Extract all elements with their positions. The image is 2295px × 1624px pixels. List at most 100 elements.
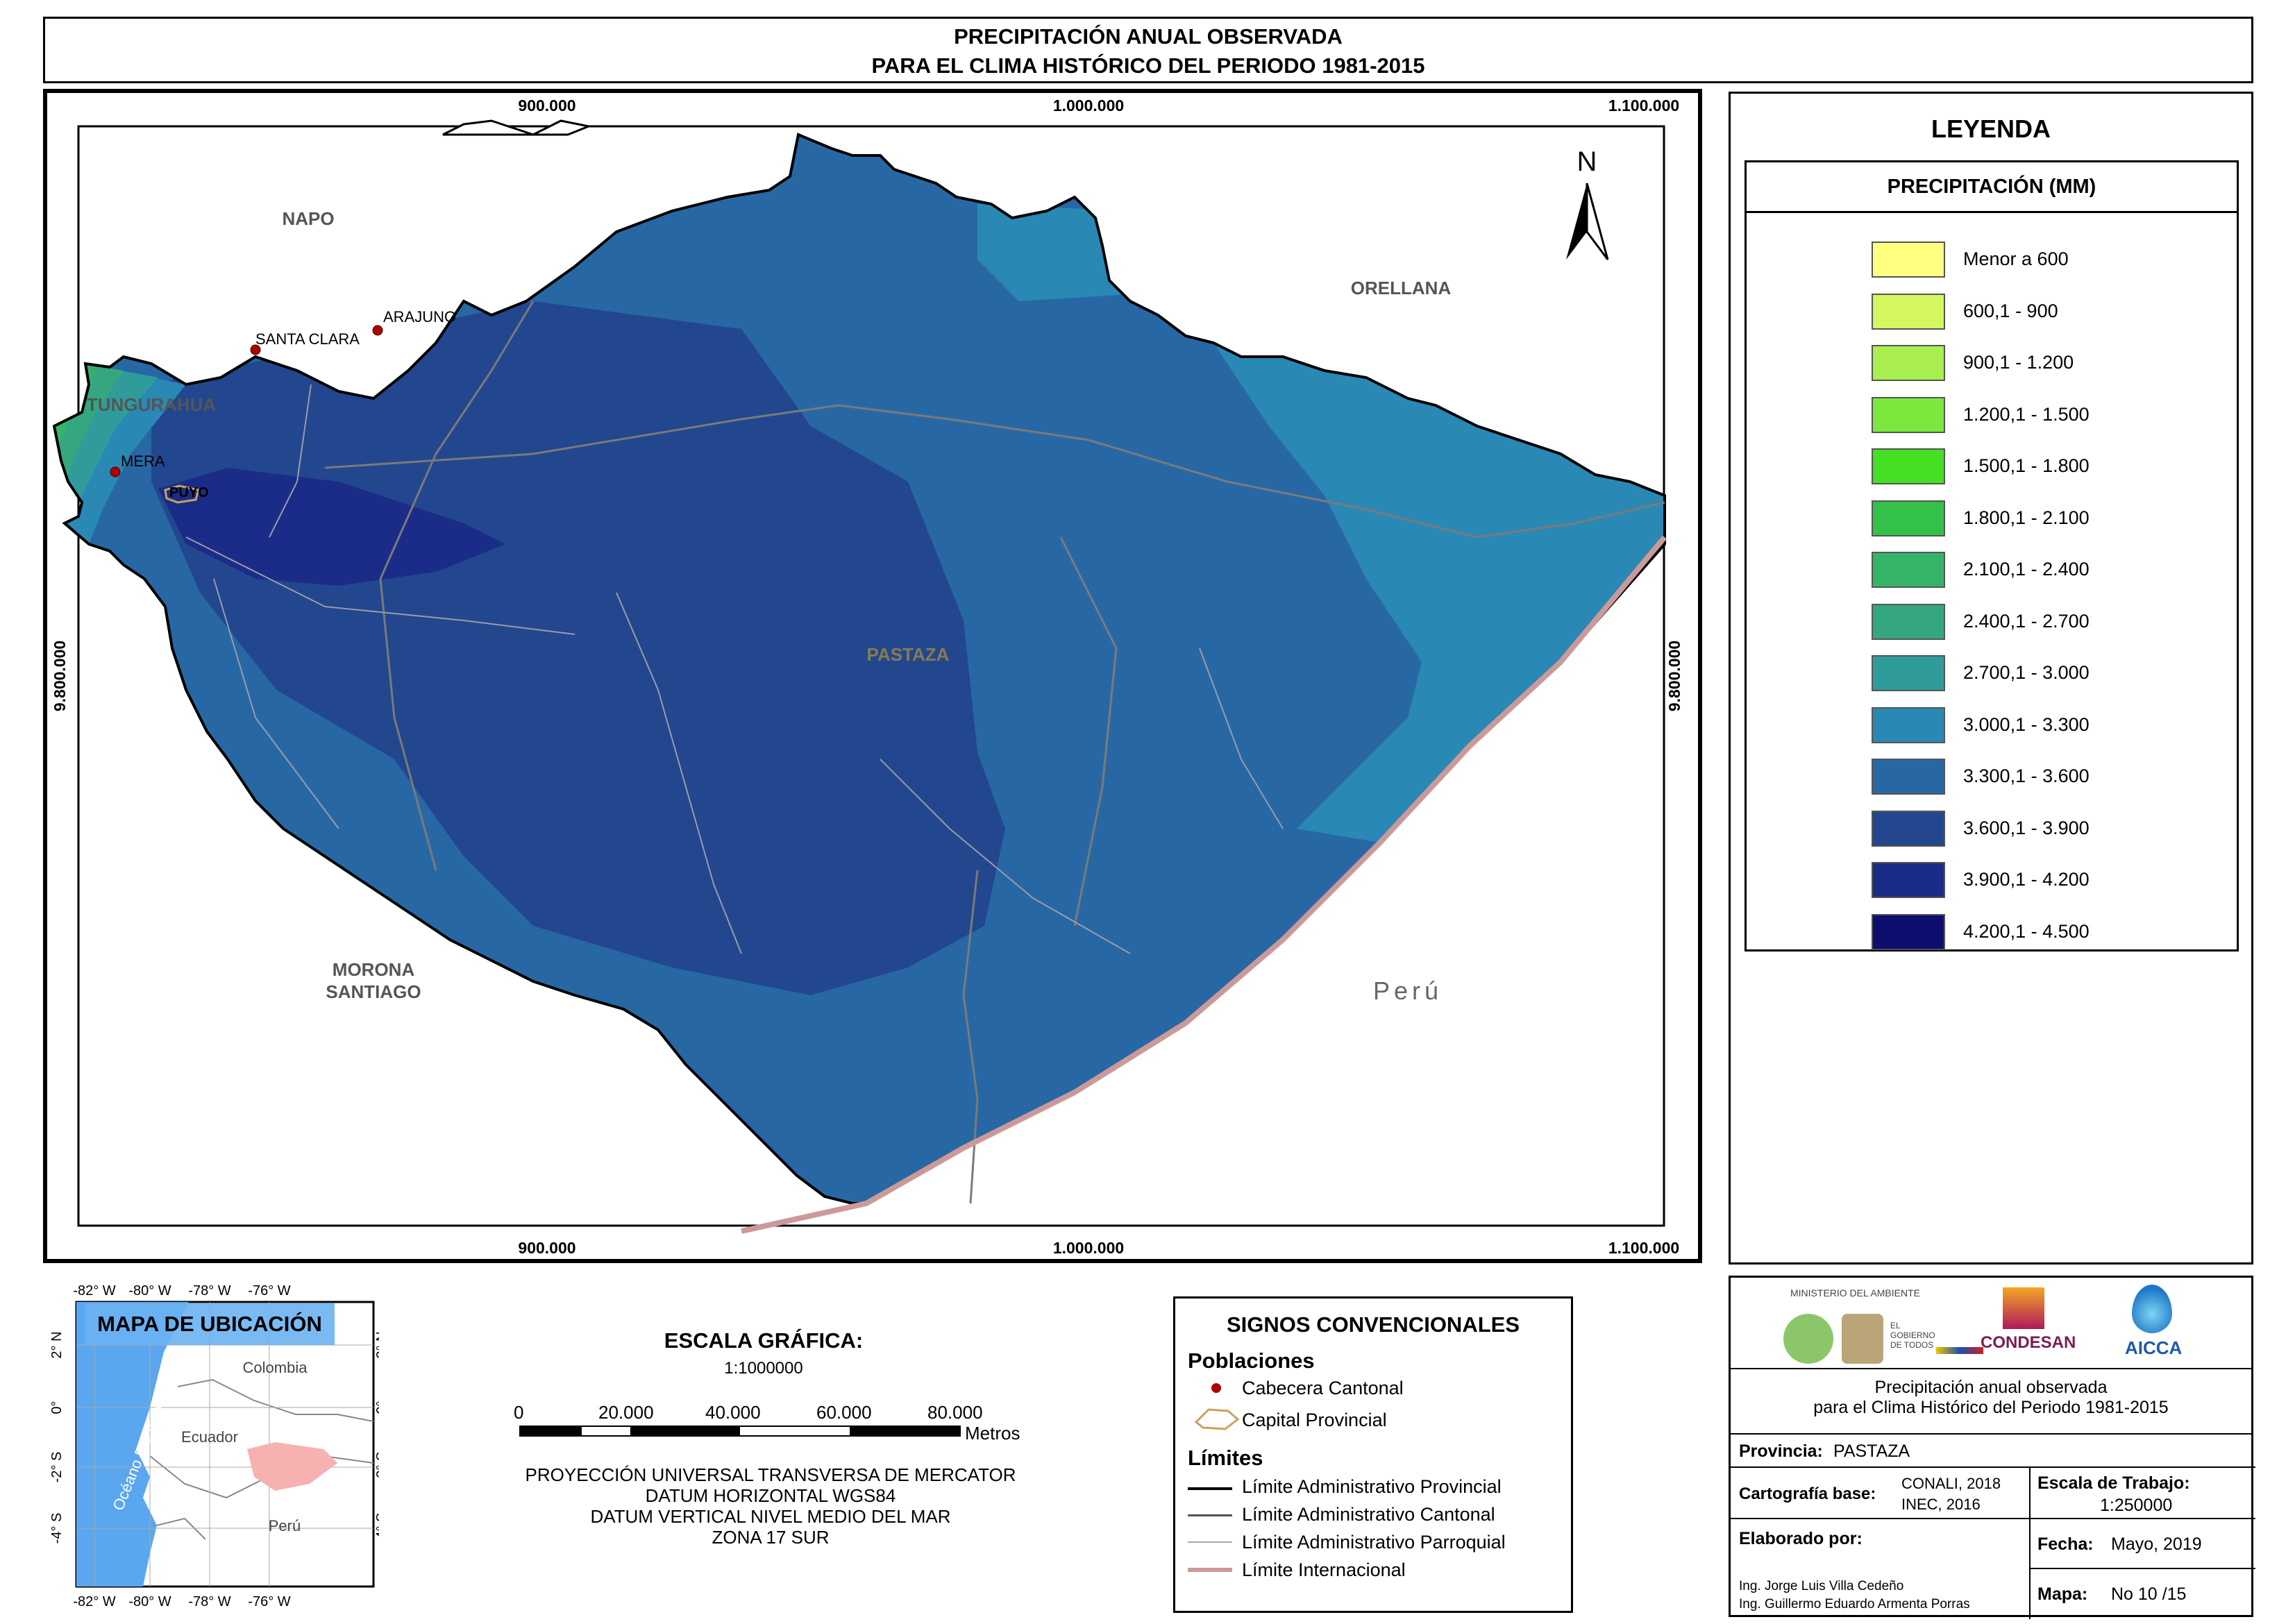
loc-lon-bottom-4: -76° W bbox=[248, 1594, 290, 1609]
title-box: PRECIPITACIÓN ANUAL OBSERVADA PARA EL CL… bbox=[43, 17, 2253, 83]
autor-1: Ing. Jorge Luis Villa Cedeño bbox=[1739, 1579, 1904, 1593]
legend-class-label: 3.600,1 - 3.900 bbox=[1963, 817, 2090, 838]
legend-swatch bbox=[1872, 862, 1945, 898]
signs-cabecera: Cabecera Cantonal bbox=[1242, 1378, 1404, 1398]
main-map-frame[interactable]: 900.000 1.000.000 1.100.000 900.000 1.00… bbox=[43, 89, 1702, 1263]
projection-line1: PROYECCIÓN UNIVERSAL TRANSVERSA DE MERCA… bbox=[525, 1464, 1016, 1485]
loc-lon-top-3: -78° W bbox=[188, 1283, 230, 1299]
signs-title: SIGNOS CONVENCIONALES bbox=[1227, 1312, 1520, 1337]
legend-swatch bbox=[1872, 603, 1945, 640]
loc-lat-right-4: -4° S bbox=[374, 1513, 379, 1544]
loc-lon-bottom-3: -78° W bbox=[188, 1594, 230, 1609]
town-marker-mera[interactable] bbox=[110, 466, 121, 477]
loc-lat-right-2: 0° bbox=[374, 1401, 379, 1414]
provincia-value: PASTAZA bbox=[1833, 1441, 1910, 1461]
legend-class-label: 2.400,1 - 2.700 bbox=[1963, 610, 2090, 632]
mapa-value: No 10 /15 bbox=[2111, 1584, 2187, 1604]
legend-swatch bbox=[1872, 810, 1945, 847]
loc-lat-right-3: -2° S bbox=[374, 1452, 379, 1483]
grid-label-right: 9.800.000 bbox=[1665, 641, 1683, 711]
label-morona: MORONA bbox=[333, 959, 415, 980]
condesan-logo-icon bbox=[2003, 1287, 2044, 1329]
escala-label: Escala de Trabajo: bbox=[2037, 1473, 2190, 1493]
scale-tick-20000: 20.000 bbox=[598, 1402, 654, 1423]
grid-label-bottom-3: 1.100.000 bbox=[1608, 1239, 1679, 1257]
signs-lim-int: Límite Internacional bbox=[1242, 1559, 1406, 1580]
loc-lon-top-2: -80° W bbox=[128, 1283, 171, 1299]
signs-panel: SIGNOS CONVENCIONALES Poblaciones Cabece… bbox=[1173, 1296, 1573, 1613]
legend-inner: PRECIPITACIÓN (MM) Menor a 600 600,1 - 90… bbox=[1745, 160, 2239, 951]
provincial-boundary bbox=[52, 133, 1666, 1205]
grid-label-top-3: 1.100.000 bbox=[1608, 96, 1679, 115]
cartografia-2: INEC, 2016 bbox=[1901, 1496, 1981, 1513]
grid-label-bottom-2: 1.000.000 bbox=[1053, 1239, 1124, 1257]
scale-unit: Metros bbox=[965, 1423, 1020, 1444]
loc-lat-left-2: 0° bbox=[49, 1401, 65, 1414]
line-int-icon bbox=[1188, 1568, 1232, 1572]
loc-lat-right-1: 2° N bbox=[374, 1331, 379, 1358]
legend-swatch bbox=[1872, 759, 1945, 795]
legend-swatch bbox=[1872, 655, 1945, 691]
loc-lon-bottom-2: -80° W bbox=[128, 1594, 171, 1609]
escala-cell: Escala de Trabajo: 1:250000 bbox=[2029, 1466, 2255, 1519]
loc-lat-left-4: -4° S bbox=[49, 1513, 65, 1544]
scale-tick-0: 0 bbox=[514, 1402, 524, 1423]
town-label-arajuno: ARAJUNO bbox=[383, 308, 456, 325]
line-prov-icon bbox=[1188, 1487, 1232, 1490]
main-map[interactable]: 900.000 1.000.000 1.100.000 900.000 1.00… bbox=[47, 93, 1698, 1259]
cantonal-boundaries bbox=[324, 301, 1665, 1204]
elaborado-cell: Elaborado por: Ing. Jorge Luis Villa Ced… bbox=[1731, 1518, 2031, 1619]
legend-class-label: 2.700,1 - 3.000 bbox=[1963, 662, 2090, 683]
ministerio-tree-icon bbox=[1783, 1314, 1833, 1364]
projection-line2: DATUM HORIZONTAL WGS84 bbox=[645, 1485, 896, 1506]
cartografia-cell: Cartografía base: CONALI, 2018 INEC, 201… bbox=[1731, 1466, 2031, 1519]
town-marker-arajuno[interactable] bbox=[372, 325, 383, 336]
cartografia-label: Cartografía base: bbox=[1739, 1485, 1876, 1503]
legend-class-label: 3.000,1 - 3.300 bbox=[1963, 713, 2090, 735]
label-orellana: ORELLANA bbox=[1351, 278, 1452, 298]
map-title-line2: PARA EL CLIMA HISTÓRICO DEL PERIODO 1981… bbox=[871, 53, 1425, 78]
scale-bar bbox=[519, 1426, 961, 1437]
desc-line1: Precipitación anual observada bbox=[1874, 1378, 2108, 1397]
loc-lon-bottom-1: -82° W bbox=[73, 1594, 115, 1609]
legend-swatch bbox=[1872, 500, 1945, 536]
legend-class-label: 1.800,1 - 2.100 bbox=[1963, 507, 2090, 528]
international-boundary bbox=[741, 535, 1667, 1234]
legend-swatch bbox=[1872, 913, 1945, 950]
legend-swatch bbox=[1872, 293, 1945, 330]
signs-capital: Capital Provincial bbox=[1242, 1410, 1387, 1430]
town-marker-santa-clara[interactable] bbox=[250, 344, 261, 355]
legend-class-label: 2.100,1 - 2.400 bbox=[1963, 559, 2090, 580]
loc-lat-left-3: -2° S bbox=[49, 1452, 65, 1483]
legend-swatch bbox=[1872, 396, 1945, 433]
legend-swatch bbox=[1872, 242, 1945, 278]
info-panel: MINISTERIO DEL AMBIENTE EL GOBIERNO DE T… bbox=[1729, 1276, 2255, 1619]
condesan-label: CONDESAN bbox=[1981, 1333, 2076, 1352]
label-peru: Perú bbox=[1373, 976, 1443, 1005]
legend-class-label: 600,1 - 900 bbox=[1963, 300, 2058, 321]
loc-lat-left-1: 2° N bbox=[49, 1331, 65, 1358]
scale-ratio: 1:1000000 bbox=[724, 1359, 803, 1378]
loc-lon-top-1: -82° W bbox=[73, 1283, 115, 1299]
tricolor-icon bbox=[1936, 1347, 1983, 1354]
aicca-label: AICCA bbox=[2125, 1337, 2183, 1358]
legend-class-label: 1.200,1 - 1.500 bbox=[1963, 403, 2090, 425]
projection-info: PROYECCIÓN UNIVERSAL TRANSVERSA DE MERCA… bbox=[486, 1464, 1055, 1548]
location-map-panel: -82° W -80° W -78° W -76° W -82° W -80° … bbox=[46, 1276, 389, 1617]
fecha-cell: Fecha: Mayo, 2019 bbox=[2029, 1518, 2255, 1569]
legend-class-label: 3.900,1 - 4.200 bbox=[1963, 869, 2090, 890]
capital-marker-puyo[interactable] bbox=[164, 484, 200, 504]
location-map: -82° W -80° W -78° W -76° W -82° W -80° … bbox=[49, 1283, 389, 1609]
legend-title: LEYENDA bbox=[1931, 115, 2051, 143]
legend-subtitle: PRECIPITACIÓN (MM) bbox=[1747, 162, 2237, 213]
label-santiago: SANTIAGO bbox=[326, 981, 421, 1002]
elaborado-label: Elaborado por: bbox=[1739, 1529, 1863, 1548]
line-cant-icon bbox=[1188, 1514, 1232, 1516]
fecha-label: Fecha: bbox=[2037, 1534, 2094, 1554]
desc-cell: Precipitación anual observada para el Cl… bbox=[1731, 1368, 2251, 1435]
town-label-santa-clara: SANTA CLARA bbox=[255, 330, 360, 348]
legend-class-label: 1.500,1 - 1.800 bbox=[1963, 455, 2090, 476]
label-napo: NAPO bbox=[282, 208, 334, 229]
projection-line4: ZONA 17 SUR bbox=[712, 1527, 830, 1548]
mapa-cell: Mapa: No 10 /15 bbox=[2029, 1568, 2255, 1619]
